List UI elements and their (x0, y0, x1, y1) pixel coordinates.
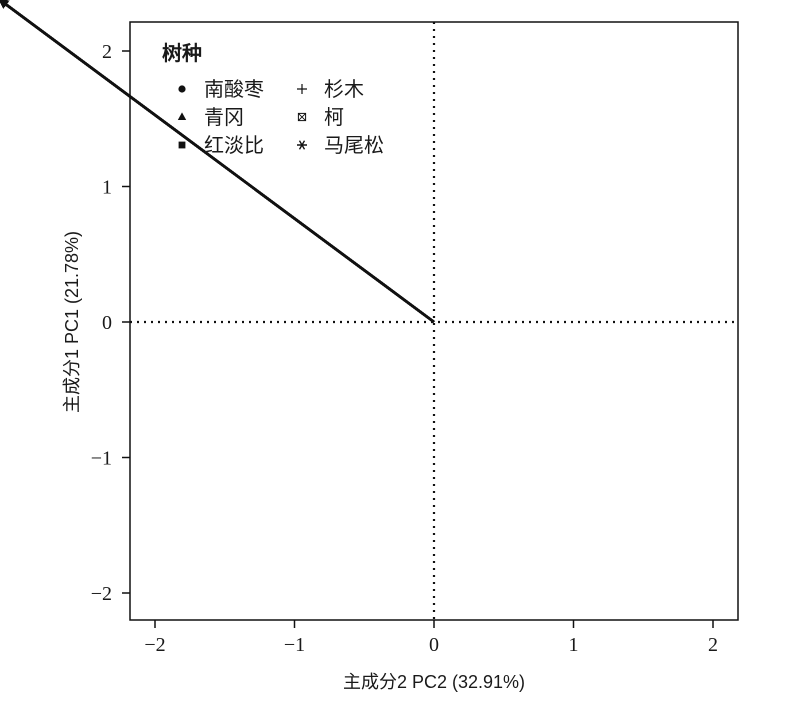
y-tick-label: 0 (102, 312, 112, 334)
x-tick-label: −2 (144, 634, 165, 656)
x-tick-label: 2 (708, 634, 718, 656)
vector-label: LC:LN (0, 0, 29, 5)
x-axis-label: 主成分2 PC2 (32.91%) (343, 672, 525, 692)
x-tick-label: −1 (284, 634, 305, 656)
y-tick-label: −2 (91, 583, 112, 605)
legend-marker (178, 141, 186, 149)
legend-label: 马尾松 (324, 134, 384, 157)
vector-label: LC (0, 0, 13, 5)
legend-label: 南酸枣 (204, 78, 264, 101)
zero-reference-lines (130, 22, 738, 620)
legend-marker (297, 112, 307, 122)
axis-ticks: −2 −1 0 1 2 −2 −1 0 1 2 (91, 41, 718, 656)
legend-label: 柯 (324, 106, 344, 129)
y-tick-label: 2 (102, 41, 112, 63)
x-tick-label: 1 (569, 634, 579, 656)
loading-vectors: SLALALC:LNLTLNLDMCLPLC (0, 0, 435, 324)
x-tick-label: 0 (429, 634, 439, 656)
legend-title: 树种 (162, 42, 202, 65)
y-tick-label: −1 (91, 448, 112, 470)
vector-label: LDMC (0, 0, 29, 5)
legend-marker (297, 140, 307, 150)
legend-label: 青冈 (204, 106, 244, 129)
legend-marker (177, 112, 187, 120)
y-axis-label: 主成分1 PC1 (21.78%) (62, 231, 82, 413)
vector-arrow (0, 0, 435, 324)
legend-label: 杉木 (324, 78, 364, 101)
vector-label: SLA (0, 0, 19, 5)
legend-label: 红淡比 (204, 134, 264, 157)
legend-marker (297, 84, 307, 94)
y-tick-label: 1 (102, 177, 112, 199)
legend-marker (178, 85, 186, 93)
